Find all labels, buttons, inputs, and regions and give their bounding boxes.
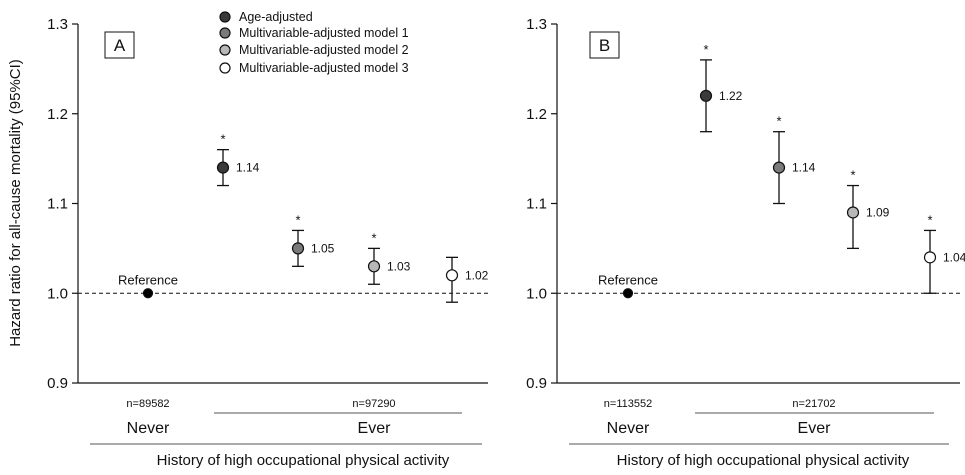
panel-label: A <box>114 36 126 55</box>
data-point <box>846 206 860 219</box>
reference-label: Reference <box>598 272 658 287</box>
y-axis-title: Hazard ratio for all-cause mortality (95… <box>7 59 24 347</box>
y-tick-label: 0.9 <box>47 375 68 392</box>
legend-marker <box>219 11 231 23</box>
significance-star: * <box>220 132 225 147</box>
data-point <box>699 89 713 102</box>
significance-star: * <box>927 212 932 227</box>
group-label: Ever <box>798 420 832 437</box>
data-point <box>291 242 305 255</box>
y-tick-label: 1.0 <box>47 285 68 302</box>
legend-marker <box>219 62 231 74</box>
data-point <box>216 161 230 174</box>
data-label: 1.14 <box>236 161 260 175</box>
data-label: 1.03 <box>387 259 411 273</box>
data-label: 1.04 <box>943 250 965 264</box>
group-n-label: n=89582 <box>126 398 169 410</box>
x-axis-title: History of high occupational physical ac… <box>157 452 450 469</box>
data-point <box>142 288 154 299</box>
significance-star: * <box>295 212 300 227</box>
group-label: Never <box>127 420 170 437</box>
legend-marker <box>219 27 231 39</box>
significance-star: * <box>776 114 781 129</box>
x-axis-title: History of high occupational physical ac… <box>617 452 910 469</box>
legend-item-label: Multivariable-adjusted model 3 <box>239 61 409 75</box>
data-label: 1.14 <box>792 161 816 175</box>
data-point <box>367 260 381 273</box>
data-label: 1.02 <box>465 268 489 282</box>
legend: Age-adjusted Multivariable-adjusted model… <box>219 10 409 75</box>
panel-a: 0.9 1.0 1.1 1.2 1.3 A Reference * 1.14 * 1.05 * 1.03… <box>7 16 489 469</box>
legend-item-label: Multivariable-adjusted model 2 <box>239 43 409 57</box>
group-n-label: n=21702 <box>792 398 835 410</box>
reference-label: Reference <box>118 272 178 287</box>
data-point <box>445 269 459 282</box>
panel-label-box <box>104 31 135 59</box>
significance-star: * <box>703 42 708 57</box>
group-label: Ever <box>358 420 392 437</box>
data-point <box>923 251 937 264</box>
legend-item-label: Multivariable-adjusted model 1 <box>239 26 409 40</box>
y-tick-label: 1.1 <box>526 196 547 213</box>
panel-label: B <box>599 36 610 55</box>
panel-b: 0.9 1.0 1.1 1.2 1.3 B Reference * 1.22 * 1.14 * 1.09… <box>526 16 965 469</box>
group-n-label: n=97290 <box>352 398 395 410</box>
group-label: Never <box>607 420 650 437</box>
data-label: 1.05 <box>311 241 335 255</box>
data-point <box>772 161 786 174</box>
data-label: 1.09 <box>866 205 890 219</box>
y-tick-label: 1.3 <box>47 16 68 33</box>
y-tick-label: 1.0 <box>526 285 547 302</box>
y-tick-label: 1.2 <box>47 106 68 123</box>
y-tick-label: 1.3 <box>526 16 547 33</box>
significance-star: * <box>371 230 376 245</box>
y-tick-label: 1.2 <box>526 106 547 123</box>
y-tick-label: 0.9 <box>526 375 547 392</box>
legend-marker <box>219 44 231 56</box>
legend-item-label: Age-adjusted <box>239 10 313 24</box>
data-point <box>622 288 634 299</box>
data-label: 1.22 <box>719 89 743 103</box>
panel-label-box <box>589 31 620 59</box>
significance-star: * <box>850 168 855 183</box>
group-n-label: n=113552 <box>604 398 652 410</box>
y-tick-label: 1.1 <box>47 196 68 213</box>
